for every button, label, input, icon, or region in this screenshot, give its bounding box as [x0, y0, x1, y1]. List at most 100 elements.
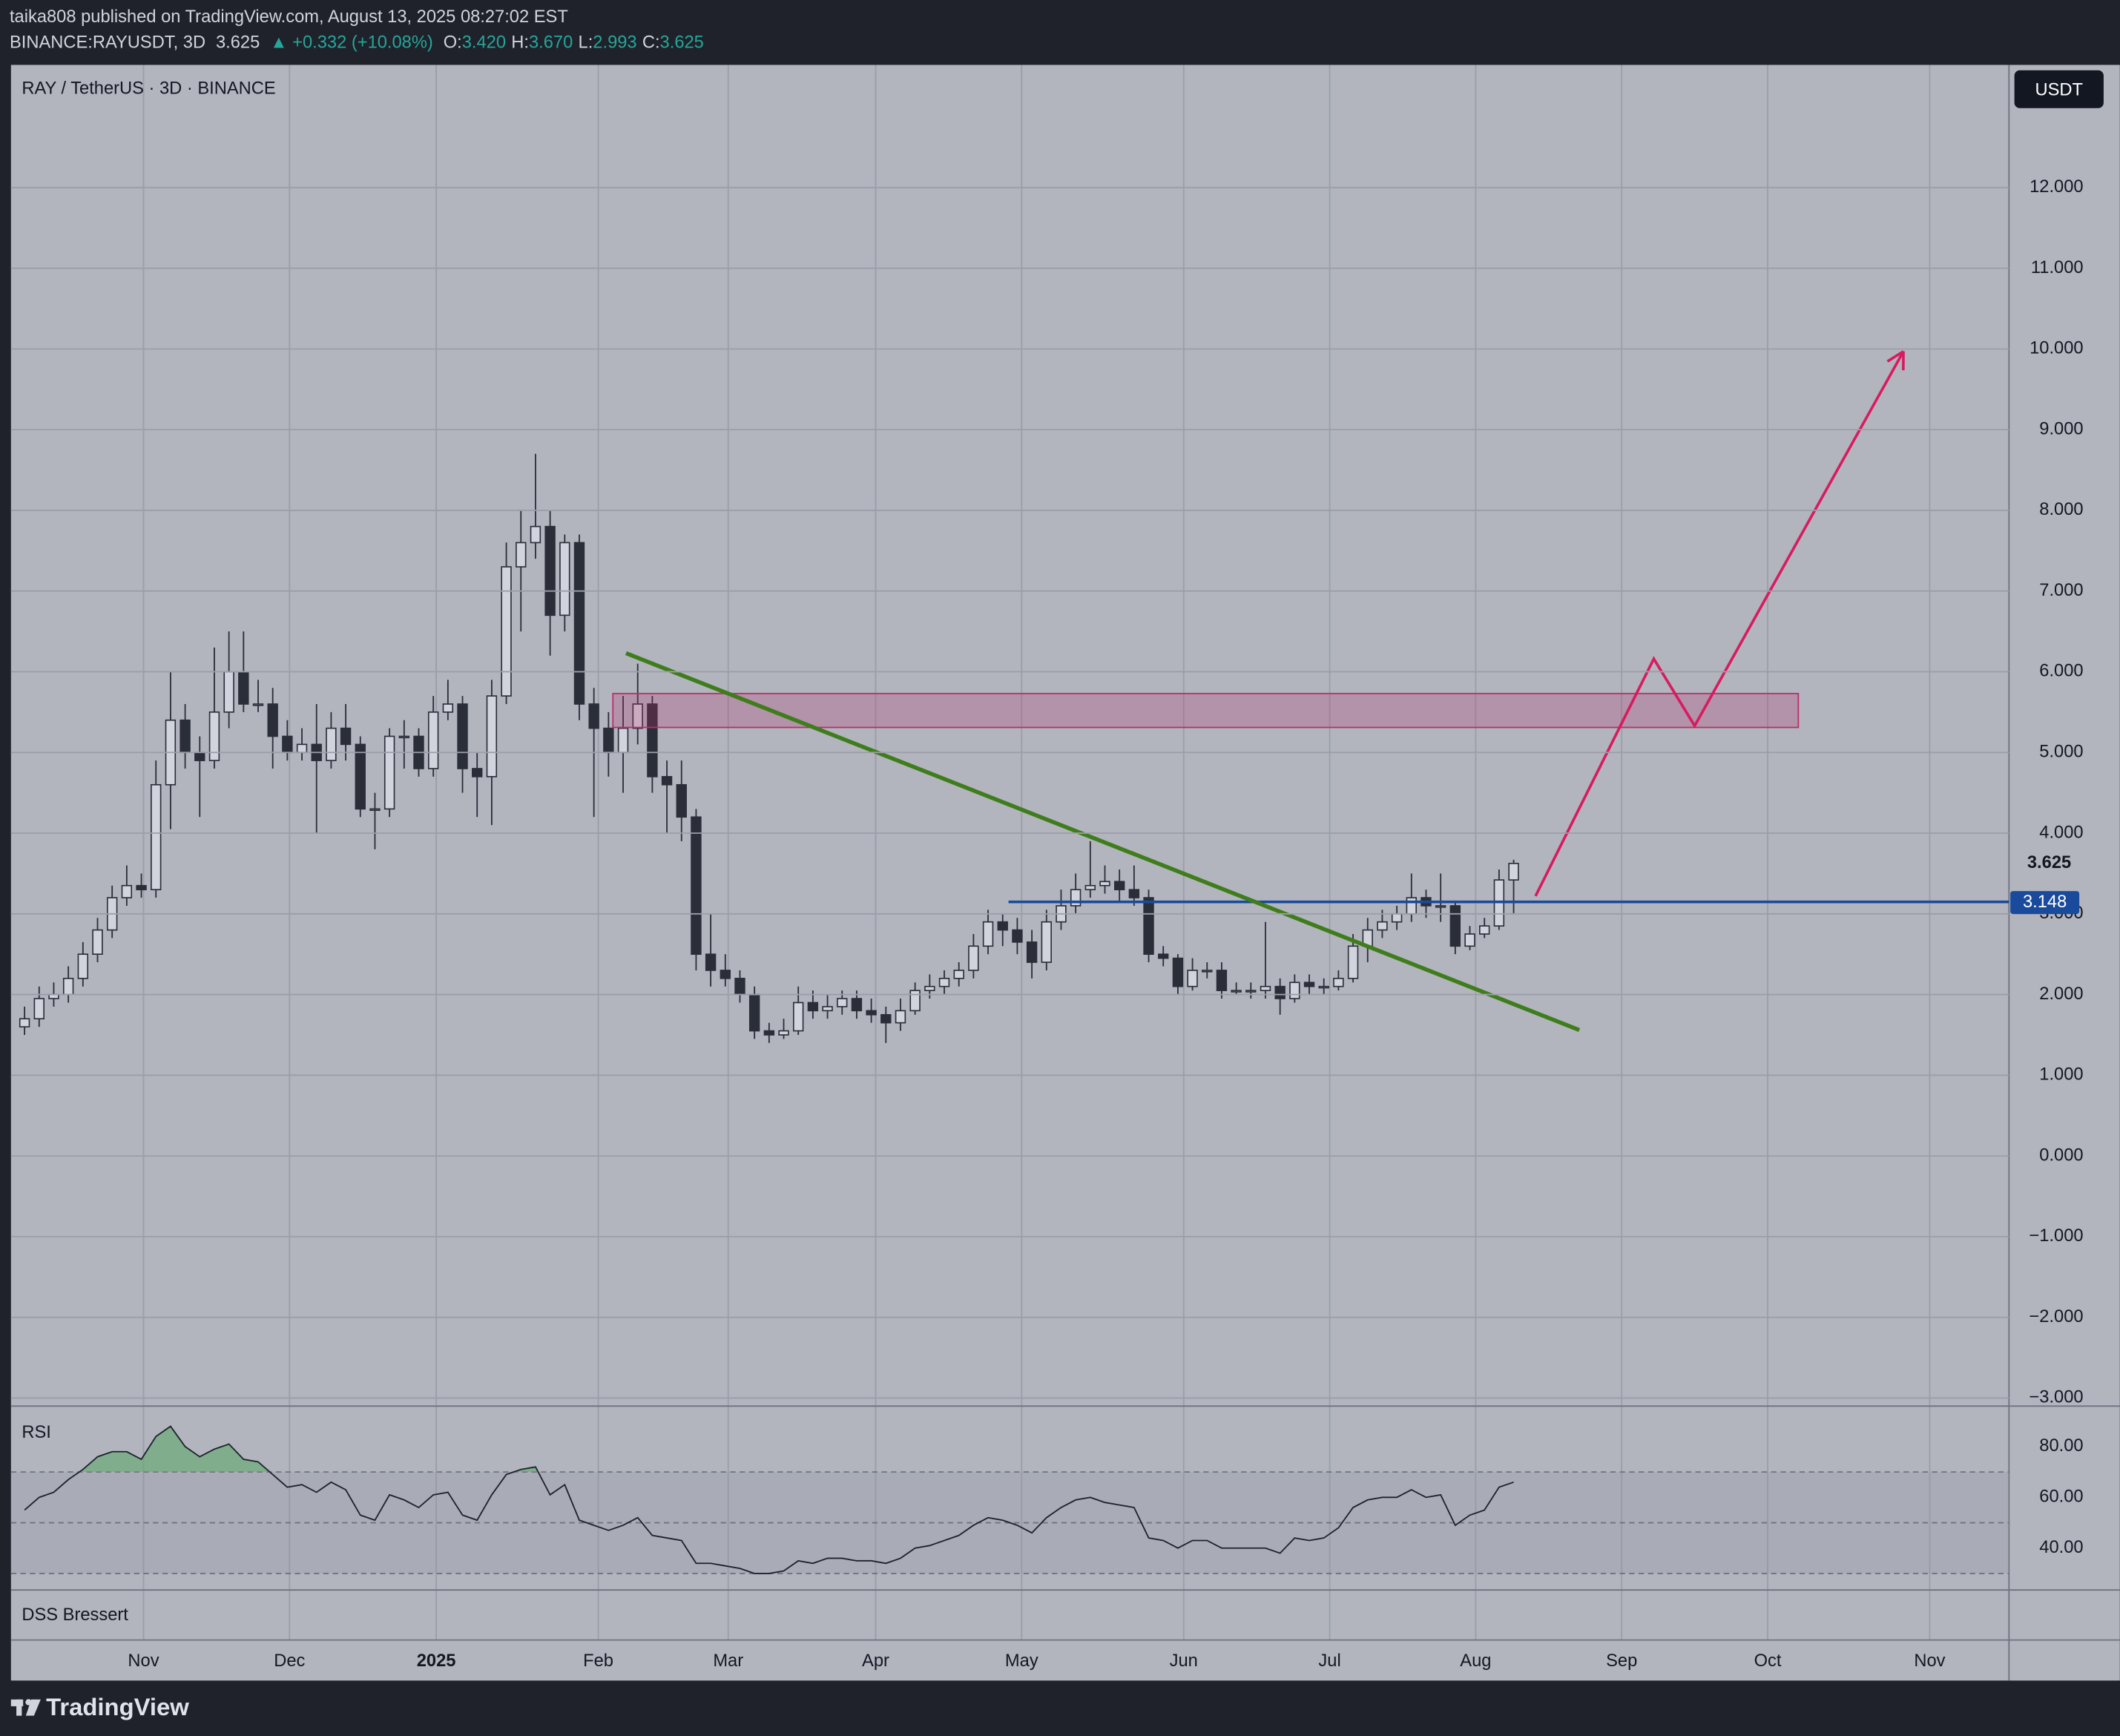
projection-path: [1534, 350, 1905, 897]
logo-text: TradingView: [46, 1693, 189, 1720]
candle-body: [748, 993, 760, 1032]
candle-body: [1113, 881, 1125, 890]
x-tick-label: Dec: [274, 1651, 305, 1671]
candle-body: [573, 542, 585, 705]
x-tick-label: 2025: [417, 1651, 456, 1671]
candle-body: [1128, 889, 1140, 898]
candle-body: [1041, 921, 1052, 963]
pane-title: DSS Bressert: [22, 1605, 128, 1625]
candle-body: [1070, 889, 1082, 907]
y-tick-label: 4.000: [2039, 823, 2083, 842]
candle-body: [252, 703, 264, 706]
currency-button[interactable]: [2014, 70, 2104, 108]
candle-body: [355, 743, 366, 810]
candle-body: [982, 921, 994, 947]
candle-body: [676, 783, 687, 818]
candle-body: [457, 703, 468, 769]
y-tick-label: −1.000: [2029, 1226, 2083, 1246]
candle-body: [647, 703, 658, 777]
candle-body: [1391, 913, 1403, 923]
candle-body: [617, 727, 629, 754]
candle-body: [807, 1002, 819, 1012]
candle-body: [588, 703, 599, 729]
candle-body: [1289, 982, 1300, 999]
symbol: BINANCE:RAYUSDT, 3D: [10, 33, 205, 53]
y-tick-label: 9.000: [2039, 419, 2083, 438]
candle-body: [720, 970, 731, 979]
candle-body: [1479, 925, 1490, 935]
currency-label[interactable]: USDT: [2035, 80, 2083, 99]
candle-body: [223, 671, 234, 713]
candle-body: [1260, 985, 1271, 991]
last-price-label: 3.625: [2027, 853, 2071, 872]
candle-body: [1377, 921, 1388, 931]
tradingview-logo: TradingView: [10, 1693, 189, 1720]
candle-body: [734, 977, 745, 996]
candle-body: [282, 735, 293, 754]
zone-rectangle: [612, 692, 1800, 729]
x-tick-label: Jun: [1170, 1651, 1198, 1671]
candle-body: [822, 1006, 833, 1012]
candle-body: [1012, 929, 1023, 943]
quote-value: 3.670: [529, 33, 573, 53]
x-tick-label: Nov: [1914, 1651, 1945, 1671]
candle-body: [136, 884, 147, 890]
candle-body: [1333, 977, 1344, 987]
candle-body: [661, 776, 673, 786]
candle-body: [530, 525, 541, 544]
y-tick-label: 0.000: [2039, 1145, 2083, 1165]
candle-body: [442, 703, 454, 713]
x-tick-label: Feb: [583, 1651, 613, 1671]
candle-body: [472, 768, 483, 777]
chart-area: [10, 65, 2120, 1681]
candle-body: [1143, 897, 1154, 956]
candle-body: [632, 703, 643, 729]
candle-body: [1347, 945, 1359, 979]
candle-body: [398, 735, 410, 739]
y-tick-label: 5.000: [2039, 743, 2083, 762]
quote-label: C:: [642, 33, 660, 53]
candle-body: [997, 921, 1008, 931]
candle-body: [501, 566, 512, 697]
candle-body: [1172, 957, 1184, 987]
candle-body: [151, 783, 162, 890]
y-tick-label: 7.000: [2039, 581, 2083, 600]
candle-body: [1216, 970, 1228, 991]
candle-body: [924, 985, 935, 991]
candle-body: [77, 953, 89, 979]
logo-mark: [25, 1699, 41, 1716]
candle-body: [763, 1030, 775, 1036]
y-tick-label: 60.00: [2039, 1487, 2083, 1507]
candle-body: [208, 711, 220, 761]
candle-body: [559, 542, 570, 617]
candle-body: [851, 998, 863, 1012]
x-tick-label: Jul: [1318, 1651, 1340, 1671]
y-tick-label: 40.00: [2039, 1538, 2083, 1557]
candle-body: [938, 977, 950, 987]
candle-body: [1245, 990, 1257, 993]
candle-body: [544, 525, 556, 617]
level-label: 3.148: [2023, 892, 2067, 912]
y-tick-label: 80.00: [2039, 1436, 2083, 1456]
y-tick-label: −2.000: [2029, 1307, 2083, 1326]
candle-body: [33, 998, 45, 1020]
candle-body: [705, 953, 717, 971]
candle-body: [1187, 970, 1198, 987]
candle-body: [516, 542, 527, 568]
candle-body: [1231, 990, 1242, 993]
level-label-box: [2010, 891, 2080, 915]
candle-body: [296, 743, 308, 754]
x-tick-label: Aug: [1460, 1651, 1491, 1671]
pane-title: RSI: [22, 1423, 51, 1442]
candle-body: [778, 1030, 789, 1036]
quote-value: 3.420: [462, 33, 506, 53]
candle-body: [866, 1010, 877, 1016]
candle-body: [792, 1002, 804, 1032]
candle-body: [1449, 905, 1461, 947]
x-tick-label: May: [1005, 1651, 1038, 1671]
quote-label: O:: [444, 33, 462, 53]
candle-body: [1508, 862, 1519, 881]
y-tick-label: 12.000: [2030, 177, 2083, 197]
quote-label: L:: [579, 33, 593, 53]
